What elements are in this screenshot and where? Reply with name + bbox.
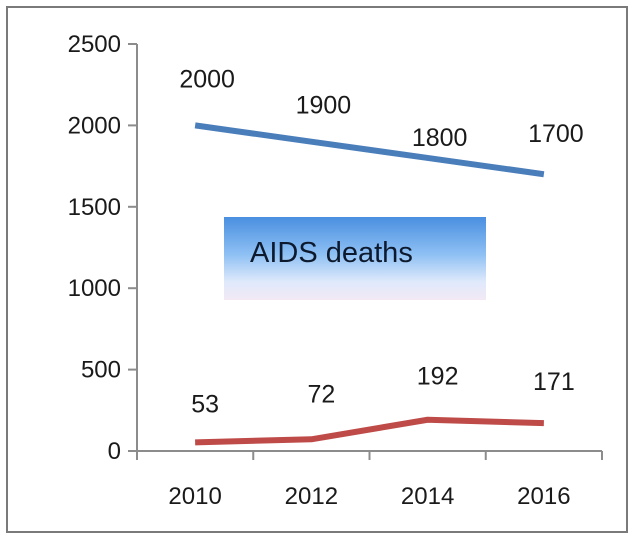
data-label: 1800 xyxy=(412,124,468,152)
series-line-0 xyxy=(194,122,545,178)
data-label: 171 xyxy=(533,368,575,396)
y-tick-label: 2000 xyxy=(68,112,121,139)
y-tick-label: 2500 xyxy=(68,31,121,58)
x-tick-label: 2014 xyxy=(401,483,454,510)
annotation-box: AIDS deaths xyxy=(224,217,486,300)
series-group xyxy=(194,122,545,446)
data-label: 53 xyxy=(191,390,219,418)
x-tick-label: 2010 xyxy=(168,483,221,510)
x-tick-label: 2016 xyxy=(517,483,570,510)
annotation-text: AIDS deaths xyxy=(250,237,413,269)
y-tick-label: 0 xyxy=(108,438,121,465)
series-line-1 xyxy=(195,416,544,446)
data-label: 72 xyxy=(307,380,335,408)
y-tick-label: 500 xyxy=(81,357,121,384)
data-label: 192 xyxy=(417,363,459,391)
data-label: 2000 xyxy=(179,65,235,93)
data-label: 1900 xyxy=(296,92,352,120)
labels-group: 2000 1900 1800 1700 53 72 192 171 xyxy=(179,65,583,418)
axes: 0 500 1000 1500 2000 2500 2010 2012 2014 2016 xyxy=(68,31,603,510)
y-tick-label: 1000 xyxy=(68,275,121,302)
data-label: 1700 xyxy=(528,120,584,148)
y-tick-label: 1500 xyxy=(68,194,121,221)
x-tick-label: 2012 xyxy=(285,483,338,510)
